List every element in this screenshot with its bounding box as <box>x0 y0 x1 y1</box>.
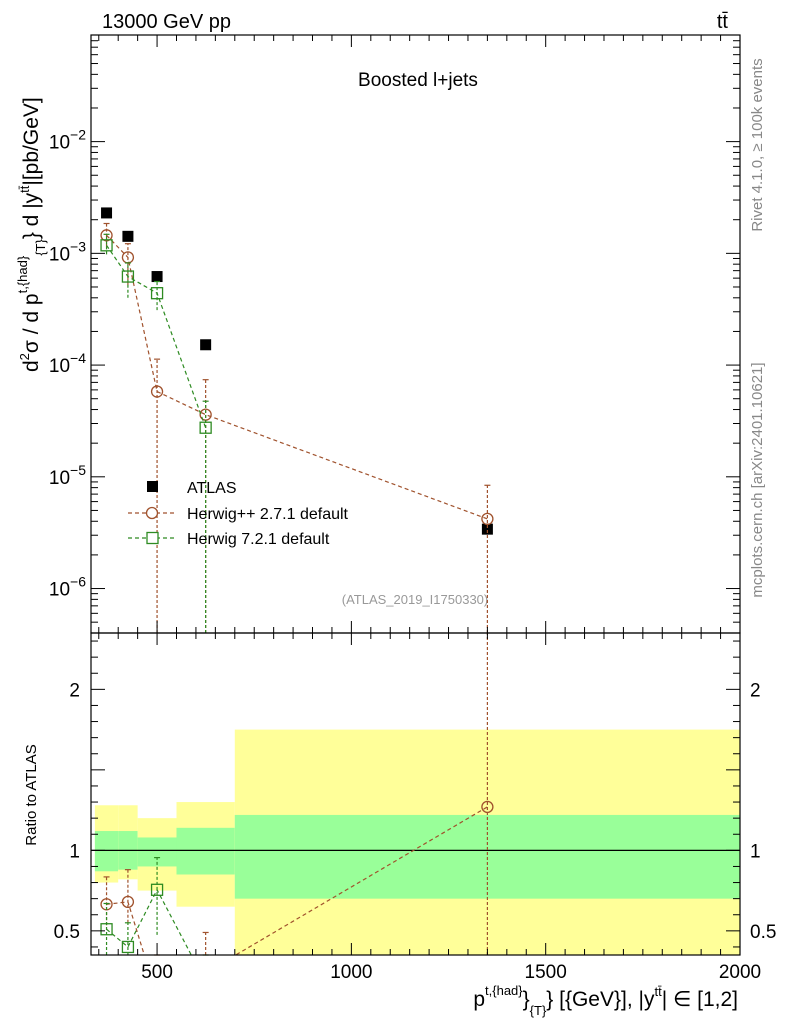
atlas-data-point <box>101 207 113 219</box>
ratio-y-tick-label-right: 1 <box>750 841 761 862</box>
herwig7-point <box>100 239 113 252</box>
y-tick-label: 10−6 <box>49 574 86 601</box>
analysis-tag: (ATLAS_2019_I1750330) <box>342 592 488 607</box>
series-line-herwig7 <box>106 244 207 428</box>
legend-herwigpp-marker <box>145 506 159 520</box>
y-tick-label: 10−4 <box>49 350 86 377</box>
herwig7-point <box>199 421 212 434</box>
ratio-y-tick-label: 0.5 <box>54 922 80 943</box>
inner-band-bin <box>176 827 235 875</box>
legend-herwigpp-label: Herwig++ 2.7.1 default <box>187 506 349 523</box>
herwigpp-point <box>481 512 494 526</box>
atlas-data-point <box>481 523 493 535</box>
ratio-frame <box>90 632 741 956</box>
ratio-herwigpp-point <box>481 800 494 814</box>
rivet-version-label: Rivet 4.1.0, ≥ 100k events <box>749 58 766 231</box>
x-tick-label: 1000 <box>330 962 372 983</box>
y-tick-label: 10−5 <box>49 462 86 489</box>
main-panel: Boosted l+jets (ATLAS_2019_I1750330) d2σ… <box>15 34 741 634</box>
mcplots-label: mcplots.cern.ch [arXiv:2401.10621] <box>749 362 766 597</box>
atlas-data-point <box>122 230 134 242</box>
herwigpp-point <box>150 385 164 398</box>
inner-band-bin <box>137 837 177 867</box>
herwig7-point <box>150 287 164 300</box>
ratio-y-tick-label-right: 0.5 <box>750 922 776 943</box>
ratio-line-herwigpp <box>106 806 488 955</box>
ratio-herwig7-point <box>100 923 113 936</box>
herwigpp-point <box>100 229 113 242</box>
ratio-herwigpp-point <box>121 895 135 909</box>
inner-band-bin <box>94 831 119 872</box>
ratio-axes: 500 1000 1500 2000 0.5 0.5 1 1 2 2 <box>54 35 776 983</box>
x-tick-label: 2000 <box>719 962 761 983</box>
legend-atlas-label: ATLAS <box>187 480 237 497</box>
main-axes: 10−6 10−5 10−4 10−3 10−2 <box>49 34 741 634</box>
atlas-data-point <box>200 339 212 351</box>
ratio-data-layer <box>100 633 494 956</box>
ratio-y-tick-label: 1 <box>69 841 80 862</box>
ratio-y-tick-label-right: 2 <box>750 680 761 701</box>
main-y-axis-label: d2σ / d pt,{had}{T}} d |ytt̄|[pb/GeV] <box>15 97 48 372</box>
herwig7-point <box>121 270 135 283</box>
x-axis-label: pt,{had}}{T}} [{GeV}], |ytt̄| ∈ [1,2] <box>473 983 738 1018</box>
ratio-y-axis-label: Ratio to ATLAS <box>23 744 40 845</box>
energy-label: 13000 GeV pp <box>102 11 231 33</box>
x-tick-label: 500 <box>141 962 173 983</box>
series-line-herwigpp <box>106 234 488 520</box>
process-label: tt̄ <box>717 11 729 33</box>
x-tick-label: 1500 <box>525 962 567 983</box>
legend-herwig7-label: Herwig 7.2.1 default <box>187 531 330 548</box>
ratio-panel: 500 1000 1500 2000 0.5 0.5 1 1 2 2 Ratio to ATLAS… <box>23 35 776 1018</box>
ratio-uncertainty-bands <box>91 729 741 955</box>
plot-title: Boosted l+jets <box>358 70 478 91</box>
ratio-line-herwig7 <box>106 888 192 955</box>
legend-herwig7-marker <box>146 531 159 545</box>
legend-atlas-marker <box>147 481 158 492</box>
ratio-herwig7-point <box>121 940 135 954</box>
atlas-data-point <box>151 271 163 283</box>
y-tick-label: 10−3 <box>49 238 86 265</box>
main-data-layer <box>100 207 494 633</box>
ratio-y-tick-label: 2 <box>69 680 80 701</box>
ratio-herwig7-point <box>150 883 164 896</box>
y-tick-label: 10−2 <box>49 127 86 154</box>
legend: ATLAS Herwig++ 2.7.1 default Herwig 7.2.… <box>128 480 349 548</box>
